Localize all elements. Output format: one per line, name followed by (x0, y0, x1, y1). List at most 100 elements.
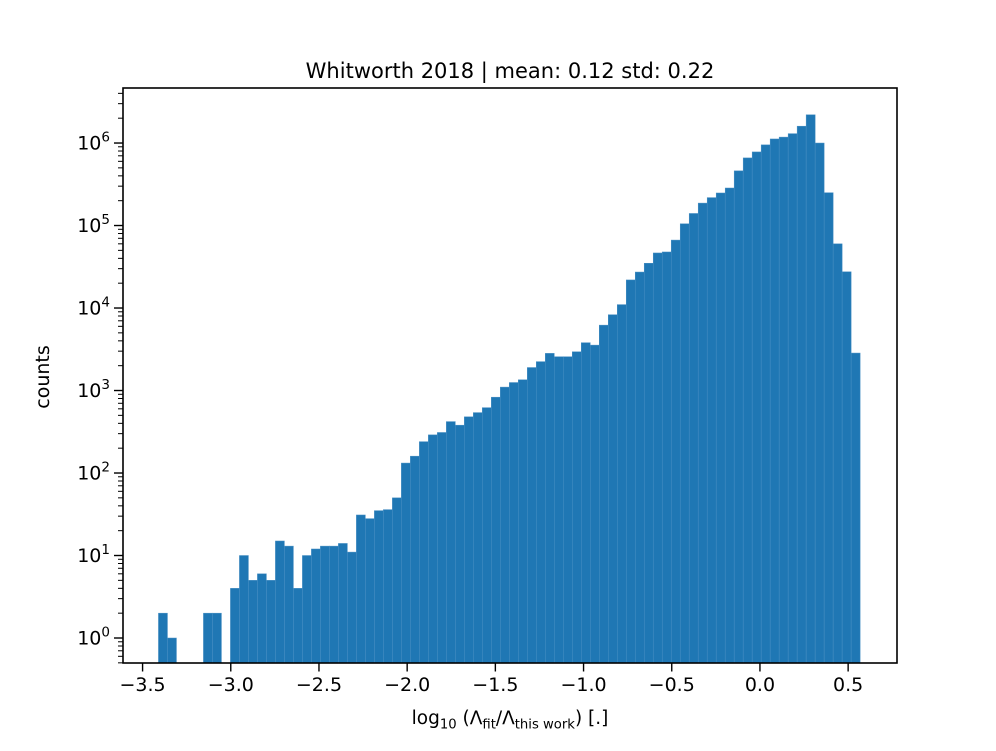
histogram-bar (509, 382, 519, 663)
histogram-bar (796, 125, 807, 663)
histogram-bar (697, 202, 708, 663)
histogram-bar (158, 612, 168, 663)
histogram-bar (338, 543, 348, 663)
histogram-bar (419, 441, 429, 663)
histogram-bar (608, 314, 618, 663)
x-tick-label: −2.5 (296, 674, 342, 696)
x-axis-label-subscript: 10 (440, 718, 457, 733)
histogram-bar (599, 324, 609, 663)
histogram-bar (491, 396, 501, 663)
axis-tick-labels: −3.5 −3.0 −2.5 −2.0 −1.5 −1.0 −0.5 0.0 0.5 100 101… (77, 130, 863, 696)
histogram-bar (814, 142, 825, 663)
histogram-bar (823, 192, 834, 663)
x-axis-label-text: (Λ (457, 708, 483, 729)
histogram-bar (625, 279, 636, 663)
x-axis-label-subscript: fit (482, 718, 495, 733)
histogram-bar (392, 497, 402, 663)
histogram-bar (203, 612, 213, 663)
x-axis-label-subscript: this work (515, 718, 576, 733)
histogram-bar (455, 424, 465, 663)
histogram-bar (500, 386, 510, 663)
histogram-bar (347, 551, 357, 663)
histogram-bar (410, 455, 420, 663)
y-tick-label: 106 (77, 130, 110, 155)
y-tick-label: 102 (77, 460, 110, 485)
histogram-bar (652, 252, 663, 663)
histogram-bar (248, 580, 258, 663)
histogram-bar (320, 545, 330, 663)
x-tick-label: −3.5 (120, 674, 166, 696)
y-tick-label: 103 (77, 377, 110, 402)
histogram-bar (230, 588, 240, 663)
histogram-bar (518, 379, 528, 663)
histogram-bars (158, 114, 861, 663)
histogram-bar (590, 344, 600, 663)
histogram-bar (563, 356, 573, 663)
histogram-bar (670, 239, 681, 663)
histogram-bar (293, 588, 303, 663)
histogram-bar (832, 243, 843, 663)
axis-ticks (114, 92, 849, 672)
histogram-bar (841, 271, 852, 663)
histogram-bar (850, 352, 861, 663)
histogram-bar (617, 304, 627, 663)
chart-title: Whitworth 2018 | mean: 0.12 std: 0.22 (306, 59, 715, 84)
histogram-bar (437, 432, 447, 663)
x-tick-label: −2.0 (384, 674, 430, 696)
histogram-bar (733, 170, 744, 663)
histogram-bar (356, 514, 366, 663)
histogram-bar (383, 509, 393, 663)
y-tick-label: 101 (77, 542, 110, 567)
x-tick-label: 0.5 (833, 674, 863, 696)
y-tick-label: 105 (77, 212, 110, 237)
plot-area-frame (122, 87, 898, 664)
histogram-bar (715, 192, 726, 663)
x-axis-label: log10 (Λfit/Λthis work) [.] (412, 708, 609, 733)
histogram-bar (428, 434, 438, 663)
histogram-bar (778, 136, 789, 663)
histogram-bar (724, 187, 735, 663)
y-axis-label: counts (32, 345, 54, 409)
histogram-bar (760, 144, 771, 663)
histogram-bar (643, 262, 654, 663)
x-tick-label: −1.0 (560, 674, 606, 696)
histogram-bar (239, 555, 249, 663)
histogram-bar (787, 133, 798, 663)
x-tick-label: −0.5 (649, 674, 695, 696)
histogram-bar (572, 351, 582, 663)
histogram-bar (634, 271, 645, 663)
histogram-bar (661, 251, 672, 663)
histogram-bar (365, 518, 375, 663)
x-axis-label-text: log (412, 708, 440, 729)
histogram-bar (688, 213, 699, 663)
histogram-bar (302, 555, 312, 663)
x-tick-label: −1.5 (472, 674, 518, 696)
y-tick-label: 104 (77, 295, 110, 320)
y-tick-label: 100 (77, 625, 110, 650)
histogram-bar (679, 223, 690, 663)
histogram-bar (275, 540, 285, 663)
histogram-bar (805, 114, 816, 663)
x-axis-label-text: /Λ (496, 708, 515, 729)
histogram-bar (446, 421, 456, 663)
histogram-bar (464, 416, 474, 663)
x-tick-label: −3.0 (208, 674, 254, 696)
histogram-bar (374, 510, 384, 663)
histogram-bar (527, 367, 537, 663)
histogram-bar (257, 573, 267, 663)
histogram-bar (401, 462, 411, 663)
histogram-bar (266, 580, 276, 663)
histogram-bar (545, 353, 555, 663)
histogram-bar (329, 545, 339, 663)
histogram-bar (581, 342, 591, 663)
histogram-bar (742, 157, 753, 663)
histogram-bar (751, 151, 762, 663)
histogram-bar (284, 545, 294, 663)
histogram-bar (473, 412, 483, 663)
histogram-bar (536, 361, 546, 663)
histogram-bar (167, 637, 177, 663)
histogram-bar (482, 407, 492, 663)
histogram-bar (706, 197, 717, 663)
